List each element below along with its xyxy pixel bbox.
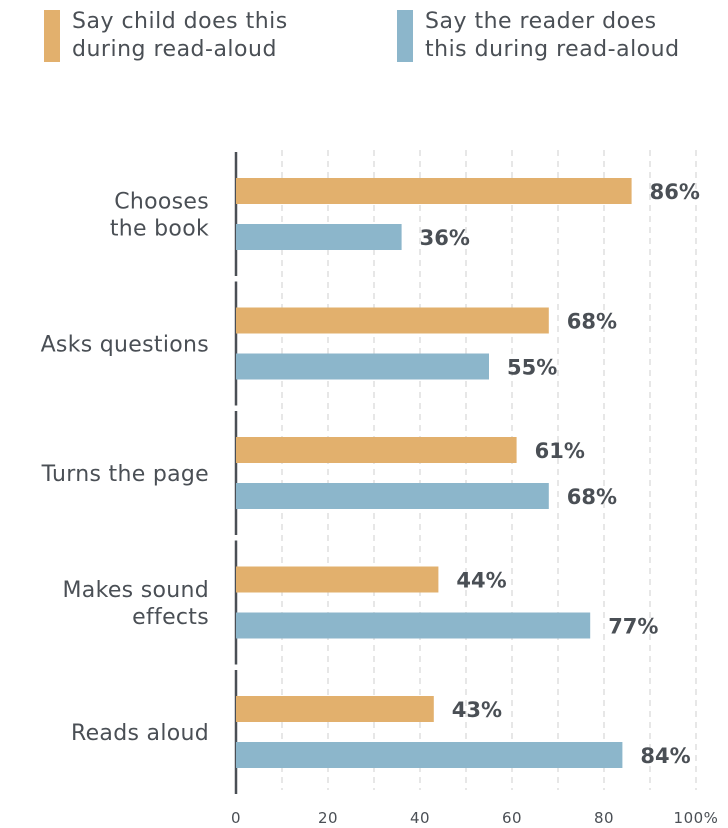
bar-child [236,437,517,463]
bar-reader [236,224,402,250]
bar-reader [236,483,549,509]
data-label: 55% [507,356,557,380]
bar-reader [236,742,623,768]
bar-child [236,307,549,334]
x-tick-label: 60 [502,809,522,827]
category-label: Turns the page [41,462,209,487]
x-tick-label: 0 [231,809,241,827]
bar-reader [236,353,489,380]
legend-swatch-reader [397,10,413,62]
data-label: 84% [640,744,690,768]
category-label: Reads aloud [71,721,209,746]
data-label: 86% [650,180,700,204]
legend-swatch-child [44,10,60,62]
data-label: 61% [535,439,585,463]
x-tick-label: 100% [674,809,719,827]
bar-child [236,178,632,204]
bar-child [236,566,439,593]
legend-label-child: Say child does this during read-aloud [72,9,288,62]
chart-legend: Say child does this during read-aloud Sa… [0,8,728,68]
bar-child [236,696,434,722]
category-label: Makes sound effects [63,578,209,630]
legend-label-reader: Say the reader does this during read-alo… [425,9,680,62]
data-label: 44% [456,569,506,593]
category-label: Asks questions [41,333,209,358]
x-tick-label: 80 [594,809,614,827]
data-label: 43% [452,698,502,722]
x-tick-label: 40 [410,809,430,827]
data-label: 68% [567,310,617,334]
bar-reader [236,612,591,639]
data-label: 36% [420,226,470,250]
category-label: Chooses the book [110,190,209,242]
data-label: 77% [608,615,658,639]
data-label: 68% [567,485,617,509]
x-tick-label: 20 [318,809,338,827]
